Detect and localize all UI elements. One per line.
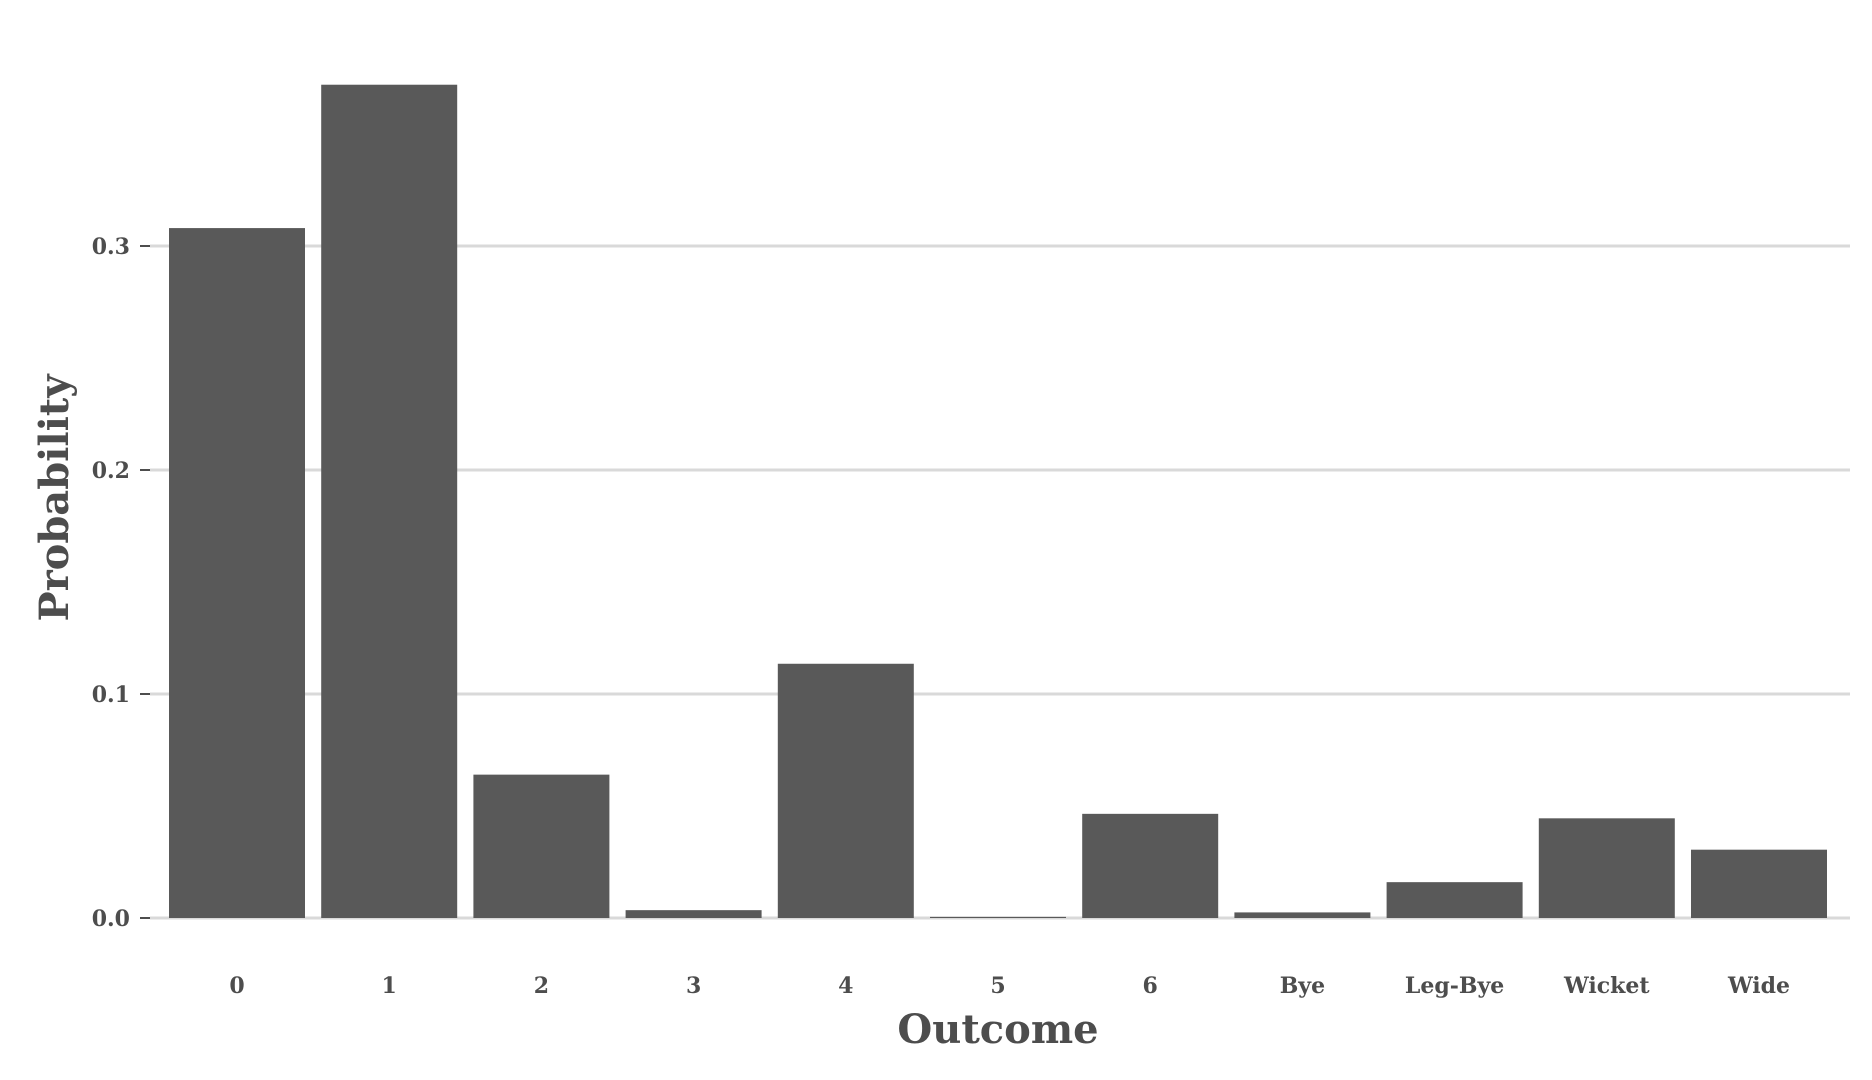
bar-5 xyxy=(930,916,1066,918)
bar-bye xyxy=(1234,912,1371,918)
x-tick-label: 5 xyxy=(990,973,1005,999)
y-tick-label: 0.1 xyxy=(92,682,130,708)
bar-leg-bye xyxy=(1386,882,1523,918)
x-tick-label: Wicket xyxy=(1563,973,1650,999)
x-tick-label: 1 xyxy=(382,973,397,999)
x-axis-title: Outcome xyxy=(897,1006,1098,1053)
y-tick-label: 0.3 xyxy=(92,234,130,260)
bar-6 xyxy=(1082,813,1219,918)
x-tick-label: Bye xyxy=(1280,973,1325,999)
x-tick-label: 4 xyxy=(838,973,853,999)
y-tick-label: 0.0 xyxy=(92,906,130,932)
bar-wicket xyxy=(1538,818,1675,918)
x-tick-label: 6 xyxy=(1143,973,1158,999)
bar-2 xyxy=(473,774,610,918)
x-axis-tick-labels: 0 1 2 3 4 5 6 Bye Leg-Bye Wicket Wide xyxy=(229,973,1790,999)
bar-0 xyxy=(169,228,305,918)
x-tick-label: Leg-Bye xyxy=(1405,973,1504,999)
y-tick-label: 0.2 xyxy=(92,458,130,484)
y-axis-ticks: 0.0 0.1 0.2 0.3 xyxy=(92,234,150,932)
bar-1 xyxy=(321,84,458,919)
x-tick-label: Wide xyxy=(1727,973,1790,999)
bar-4 xyxy=(777,663,914,918)
bar-wide xyxy=(1691,849,1827,918)
bars xyxy=(169,84,1827,919)
y-axis-title: Probability xyxy=(31,373,78,622)
bar-3 xyxy=(625,910,762,918)
x-tick-label: 2 xyxy=(534,973,549,999)
x-tick-label: 0 xyxy=(229,973,244,999)
x-tick-label: 3 xyxy=(686,973,701,999)
